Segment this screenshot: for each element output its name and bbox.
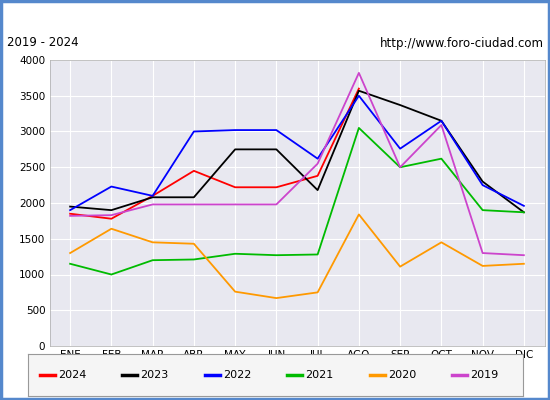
Text: 2020: 2020 (388, 370, 416, 380)
Text: 2019 - 2024: 2019 - 2024 (7, 36, 78, 50)
Text: 2022: 2022 (223, 370, 251, 380)
Text: 2021: 2021 (305, 370, 334, 380)
Text: 2019: 2019 (471, 370, 499, 380)
Text: 2024: 2024 (58, 370, 86, 380)
Text: http://www.foro-ciudad.com: http://www.foro-ciudad.com (379, 36, 543, 50)
Text: 2023: 2023 (141, 370, 169, 380)
Text: Evolucion Nº Turistas Extranjeros en el municipio de Cuevas del Almanzora: Evolucion Nº Turistas Extranjeros en el … (4, 8, 546, 22)
